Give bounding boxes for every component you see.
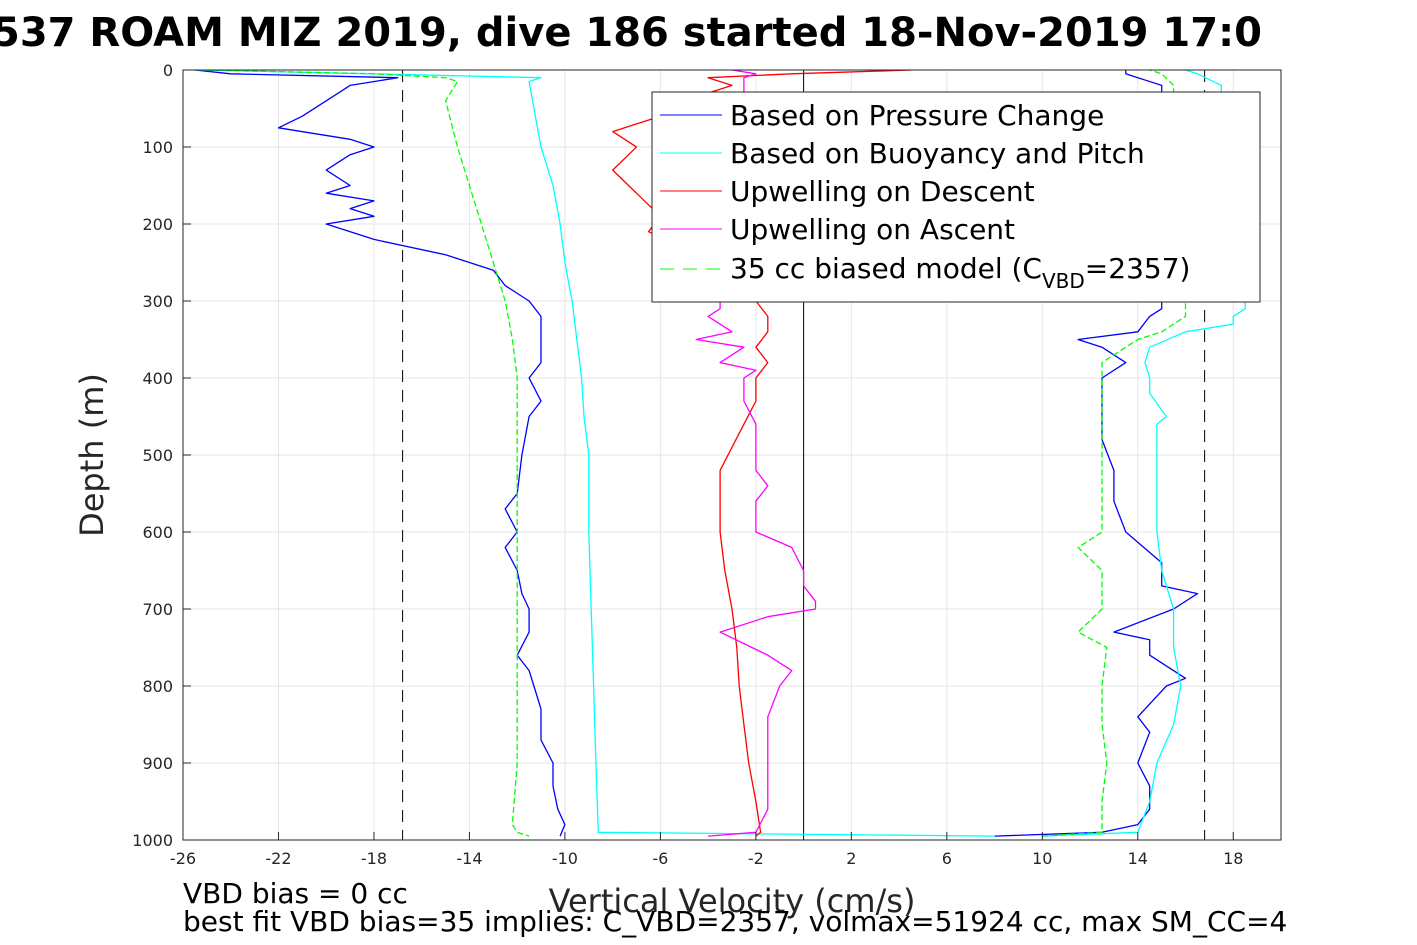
legend-label-model: 35 cc biased model (CVBD=2357) <box>730 252 1190 293</box>
series-line-model <box>206 69 530 837</box>
legend-label-buoyancy: Based on Buoyancy and Pitch <box>730 137 1145 170</box>
legend-box <box>651 91 1261 303</box>
y-tick-label: 200 <box>142 215 173 234</box>
y-tick-label: 0 <box>163 61 173 80</box>
legend-model-suffix: =2357) <box>1085 252 1191 285</box>
x-tick-labels: -26 -22 -18 -14 -10 -6 -2 2 6 10 14 18 <box>170 832 1243 868</box>
legend-label-pressure: Based on Pressure Change <box>730 99 1104 132</box>
y-axis-label: Depth (m) <box>73 373 111 537</box>
x-tick-label: -2 <box>748 849 764 868</box>
x-axis-label: Vertical Velocity (cm/s) <box>549 882 916 920</box>
x-tick-label: 2 <box>846 849 856 868</box>
best-fit-note: best fit VBD bias=35 implies: C_VBD=2357… <box>183 905 1287 938</box>
legend-model-prefix: 35 cc biased model (C <box>730 252 1042 285</box>
x-tick-label: -14 <box>456 849 482 868</box>
legend-model-subscript: VBD <box>1042 269 1085 293</box>
series-line-buoyancy <box>194 69 995 837</box>
x-tick-label: 6 <box>942 849 952 868</box>
legend-label-upwelling-descent: Upwelling on Descent <box>730 175 1035 208</box>
data-series <box>194 69 1246 837</box>
x-tick-label: 18 <box>1223 849 1243 868</box>
legend-label-upwelling-ascent: Upwelling on Ascent <box>730 213 1015 246</box>
y-tick-label: 800 <box>142 677 173 696</box>
x-tick-label: -26 <box>170 849 196 868</box>
y-tick-label: 1000 <box>132 831 173 850</box>
y-tick-label: 900 <box>142 754 173 773</box>
x-tick-label: -18 <box>361 849 387 868</box>
y-tick-label: 400 <box>142 369 173 388</box>
x-tick-label: 10 <box>1032 849 1052 868</box>
series-line-pressure <box>194 69 566 837</box>
x-tick-label: -6 <box>652 849 668 868</box>
y-tick-label: 600 <box>142 523 173 542</box>
x-tick-label: -10 <box>552 849 578 868</box>
x-tick-label: -22 <box>265 849 291 868</box>
x-tick-label: 14 <box>1128 849 1148 868</box>
legend: Based on Pressure Change Based on Buoyan… <box>651 91 1261 303</box>
series-line-upwelling_descent <box>612 69 912 837</box>
vbd-bias-note: VBD bias = 0 cc <box>183 877 408 910</box>
y-tick-label: 300 <box>142 292 173 311</box>
y-tick-label: 700 <box>142 600 173 619</box>
y-tick-label: 500 <box>142 446 173 465</box>
y-tick-labels: 0 100 200 300 400 500 600 700 800 900 1000 <box>132 61 191 850</box>
chart-title: 537 ROAM MIZ 2019, dive 186 started 18-N… <box>0 10 1262 56</box>
y-tick-label: 100 <box>142 138 173 157</box>
